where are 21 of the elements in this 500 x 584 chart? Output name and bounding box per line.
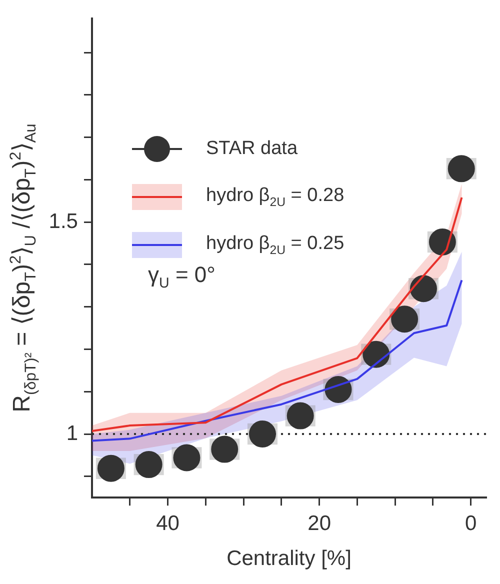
legend-label: hydro β$_{2U}$ = 0.28 — [206, 185, 344, 209]
x-tick-label: 0 — [465, 512, 477, 535]
point — [446, 155, 476, 182]
legend-label: hydro β$_{2U}$ = 0.25 — [206, 233, 344, 257]
point — [96, 454, 126, 482]
point — [210, 436, 240, 463]
point — [285, 402, 316, 430]
x-tick-label: 40 — [156, 512, 180, 535]
point — [247, 420, 278, 448]
x-axis-title: Centrality [%] — [226, 547, 352, 570]
x-tick-label: 20 — [308, 512, 331, 535]
point — [134, 451, 164, 478]
point — [427, 228, 458, 256]
legend-label: STAR data — [206, 138, 298, 160]
point — [172, 444, 202, 472]
point — [323, 376, 354, 404]
annotation: γ$_{U}$ = 0° — [148, 262, 216, 292]
y-tick-label: 1.5 — [48, 210, 78, 233]
y-tick-label: 1 — [66, 422, 78, 445]
point — [408, 275, 438, 302]
point — [390, 306, 420, 333]
